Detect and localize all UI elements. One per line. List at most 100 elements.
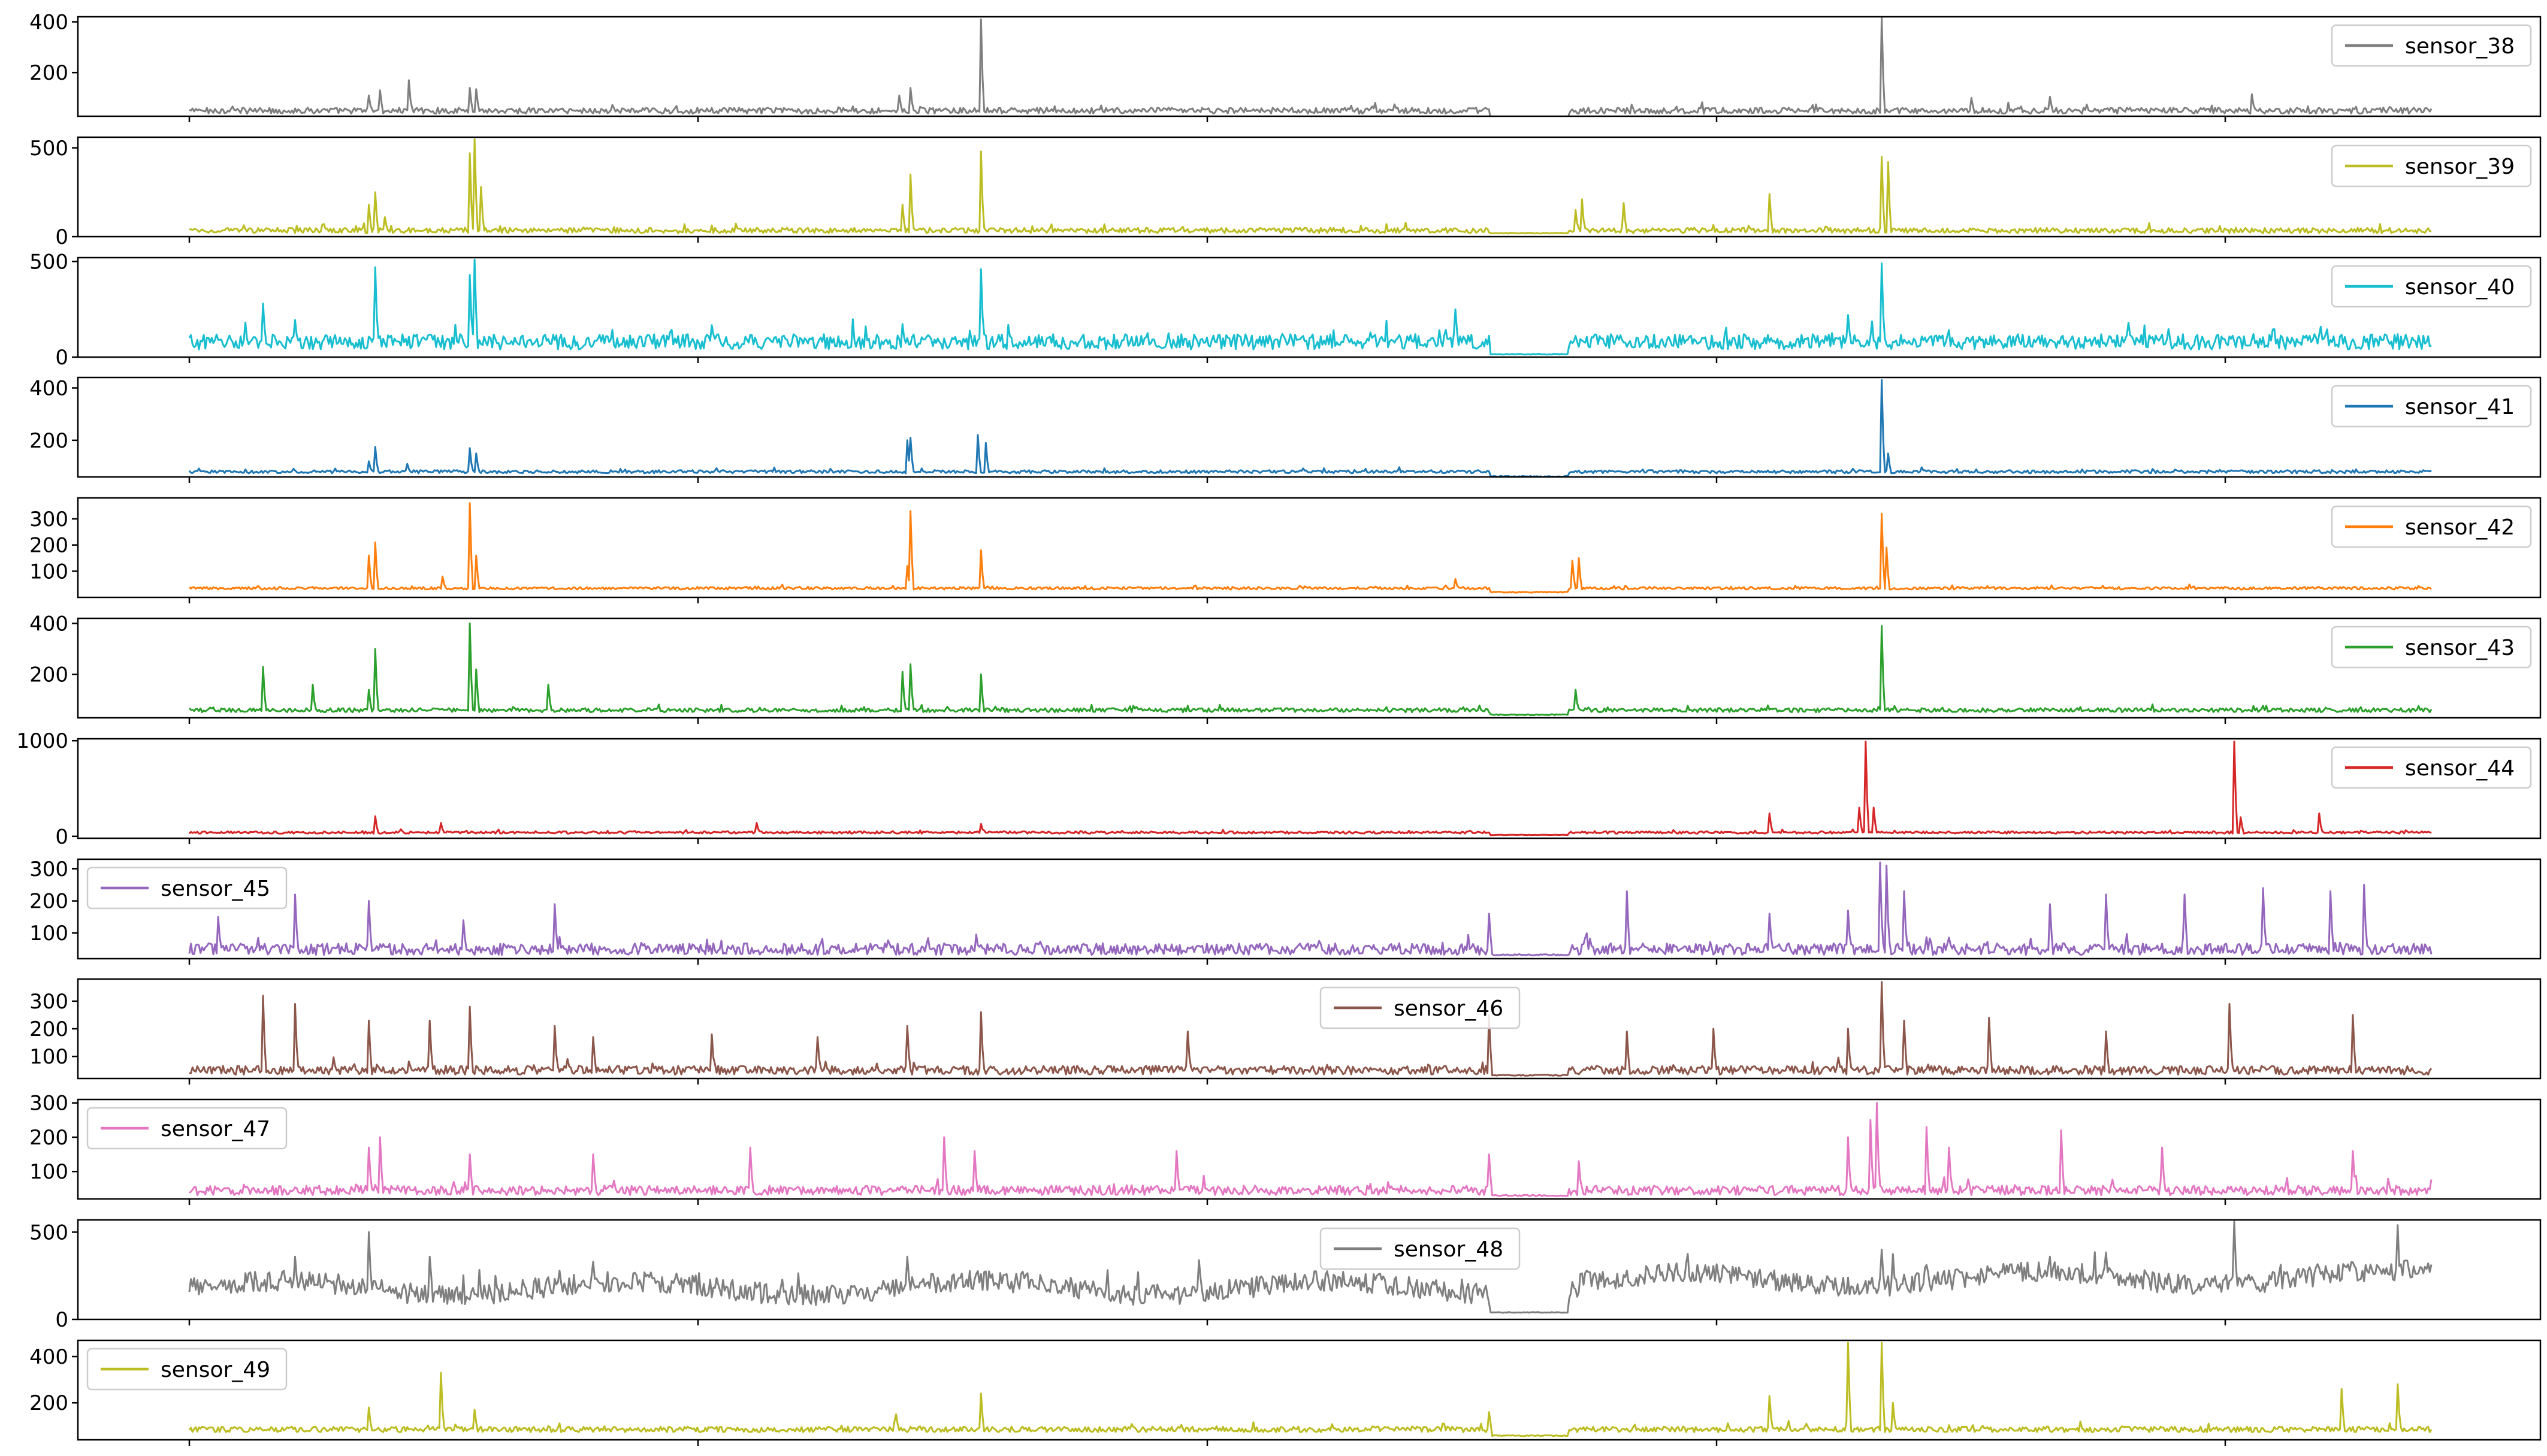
y-tick-label: 200 bbox=[29, 61, 68, 85]
series-line-sensor_39 bbox=[189, 138, 2432, 235]
panel-sensor_40: 0 500 sensor_40 bbox=[29, 250, 2542, 370]
axes-frame bbox=[77, 1219, 2542, 1321]
legend-label: sensor_45 bbox=[161, 877, 270, 901]
y-tick-label: 0 bbox=[55, 346, 68, 370]
panel-sensor_43: 200 400 sensor_43 bbox=[29, 612, 2542, 724]
series-line-sensor_47 bbox=[189, 1102, 2433, 1197]
legend-label: sensor_40 bbox=[2405, 275, 2515, 300]
legend-box bbox=[2331, 626, 2532, 669]
y-tick-label: 400 bbox=[29, 376, 68, 400]
series-line-sensor_41 bbox=[188, 379, 2432, 477]
series-line-sensor_42 bbox=[189, 502, 2432, 594]
panel-sensor_41: 200 400 sensor_41 bbox=[29, 376, 2542, 483]
y-tick-label: 200 bbox=[29, 1017, 68, 1041]
y-tick-label: 1000 bbox=[16, 729, 68, 753]
legend-label: sensor_46 bbox=[1394, 996, 1503, 1021]
panel-sensor_39: 0 500 sensor_39 bbox=[29, 136, 2542, 249]
y-tick-label: 300 bbox=[29, 1092, 68, 1116]
y-tick-label: 300 bbox=[29, 857, 68, 881]
y-tick-label: 500 bbox=[29, 1221, 68, 1244]
y-tick-label: 100 bbox=[29, 560, 68, 584]
axes-frame bbox=[77, 136, 2542, 238]
legend-sensor_41: sensor_41 bbox=[2331, 385, 2532, 428]
legend-sensor_44: sensor_44 bbox=[2331, 746, 2532, 789]
y-tick-label: 100 bbox=[29, 922, 68, 946]
legend-box bbox=[2331, 746, 2532, 789]
legend-label: sensor_43 bbox=[2405, 636, 2515, 660]
legend-sensor_45: sensor_45 bbox=[86, 866, 288, 910]
y-tick-label: 0 bbox=[55, 225, 68, 249]
y-tick-label: 300 bbox=[29, 508, 68, 531]
axes-frame bbox=[77, 738, 2542, 839]
axes-frame bbox=[77, 1098, 2542, 1200]
panel-sensor_45: 100 200 300 sensor_45 bbox=[29, 857, 2542, 965]
legend-label: sensor_39 bbox=[2405, 155, 2515, 179]
y-tick-label: 100 bbox=[29, 1045, 68, 1069]
legend-label: sensor_41 bbox=[2405, 395, 2515, 419]
series-line-sensor_38 bbox=[189, 17, 2433, 116]
y-tick-label: 500 bbox=[29, 137, 68, 161]
axes-frame bbox=[77, 858, 2542, 960]
panel-sensor_44: 0 1000 sensor_44 bbox=[16, 729, 2542, 849]
panels: 200400sensor_380500sensor_390500sensor_4… bbox=[16, 10, 2542, 1446]
legend-sensor_46: sensor_46 bbox=[1319, 986, 1521, 1029]
legend-sensor_42: sensor_42 bbox=[2331, 505, 2532, 548]
panel-sensor_47: 100 200 300 sensor_47 bbox=[29, 1092, 2542, 1205]
legend-sensor_49: sensor_49 bbox=[86, 1348, 288, 1391]
series-line-sensor_49 bbox=[188, 1342, 2433, 1437]
legend-sensor_48: sensor_48 bbox=[1319, 1227, 1521, 1270]
legend-sensor_39: sensor_39 bbox=[2331, 144, 2532, 188]
axes-frame bbox=[77, 16, 2542, 117]
y-tick-label: 100 bbox=[29, 1160, 68, 1184]
y-tick-label: 400 bbox=[29, 10, 68, 34]
series-line-sensor_43 bbox=[188, 623, 2433, 717]
legend-label: sensor_38 bbox=[2405, 34, 2515, 59]
y-tick-label: 200 bbox=[29, 429, 68, 453]
panel-sensor_48: 0 500 sensor_48 bbox=[29, 1219, 2542, 1332]
legend-box bbox=[1319, 1227, 1521, 1270]
y-tick-label: 400 bbox=[29, 612, 68, 636]
legend-sensor_43: sensor_43 bbox=[2331, 626, 2532, 669]
legend-box bbox=[2331, 505, 2532, 548]
legend-label: sensor_44 bbox=[2405, 756, 2515, 781]
legend-box bbox=[86, 1107, 288, 1150]
legend-box bbox=[2331, 265, 2532, 308]
series-line-sensor_45 bbox=[188, 861, 2433, 957]
y-tick-label: 200 bbox=[29, 534, 68, 558]
series-line-sensor_46 bbox=[189, 981, 2433, 1077]
y-tick-label: 200 bbox=[29, 1126, 68, 1150]
legend-box bbox=[2331, 385, 2532, 428]
y-tick-label: 0 bbox=[55, 1308, 68, 1332]
y-tick-label: 500 bbox=[29, 250, 68, 274]
series-line-sensor_44 bbox=[188, 741, 2432, 836]
y-tick-label: 400 bbox=[29, 1345, 68, 1369]
legend-label: sensor_48 bbox=[1394, 1237, 1503, 1262]
y-tick-label: 300 bbox=[29, 990, 68, 1014]
legend-box bbox=[2331, 24, 2532, 67]
panel-sensor_46: 100 200 300 sensor_46 bbox=[29, 978, 2542, 1085]
axes-frame bbox=[77, 1339, 2542, 1441]
y-tick-label: 200 bbox=[29, 1391, 68, 1415]
legend-box bbox=[1319, 986, 1521, 1029]
legend-sensor_38: sensor_38 bbox=[2331, 24, 2532, 67]
panel-sensor_38: 200 400 sensor_38 bbox=[29, 10, 2542, 122]
y-tick-label: 200 bbox=[29, 890, 68, 914]
y-tick-label: 200 bbox=[29, 663, 68, 687]
legend-sensor_47: sensor_47 bbox=[86, 1107, 288, 1150]
panel-sensor_49: 200 400 sensor_49 bbox=[29, 1339, 2542, 1446]
legend-box bbox=[86, 1348, 288, 1391]
legend-label: sensor_49 bbox=[161, 1358, 270, 1382]
legend-label: sensor_47 bbox=[161, 1117, 270, 1141]
legend-sensor_40: sensor_40 bbox=[2331, 265, 2532, 308]
legend-box bbox=[2331, 144, 2532, 188]
series-line-sensor_48 bbox=[188, 1221, 2433, 1314]
series-line-sensor_40 bbox=[188, 258, 2432, 356]
legend-label: sensor_42 bbox=[2405, 515, 2515, 540]
axes-frame bbox=[77, 256, 2542, 358]
legend-box bbox=[86, 866, 288, 910]
axes-frame bbox=[77, 376, 2542, 478]
axes-frame bbox=[77, 497, 2542, 599]
